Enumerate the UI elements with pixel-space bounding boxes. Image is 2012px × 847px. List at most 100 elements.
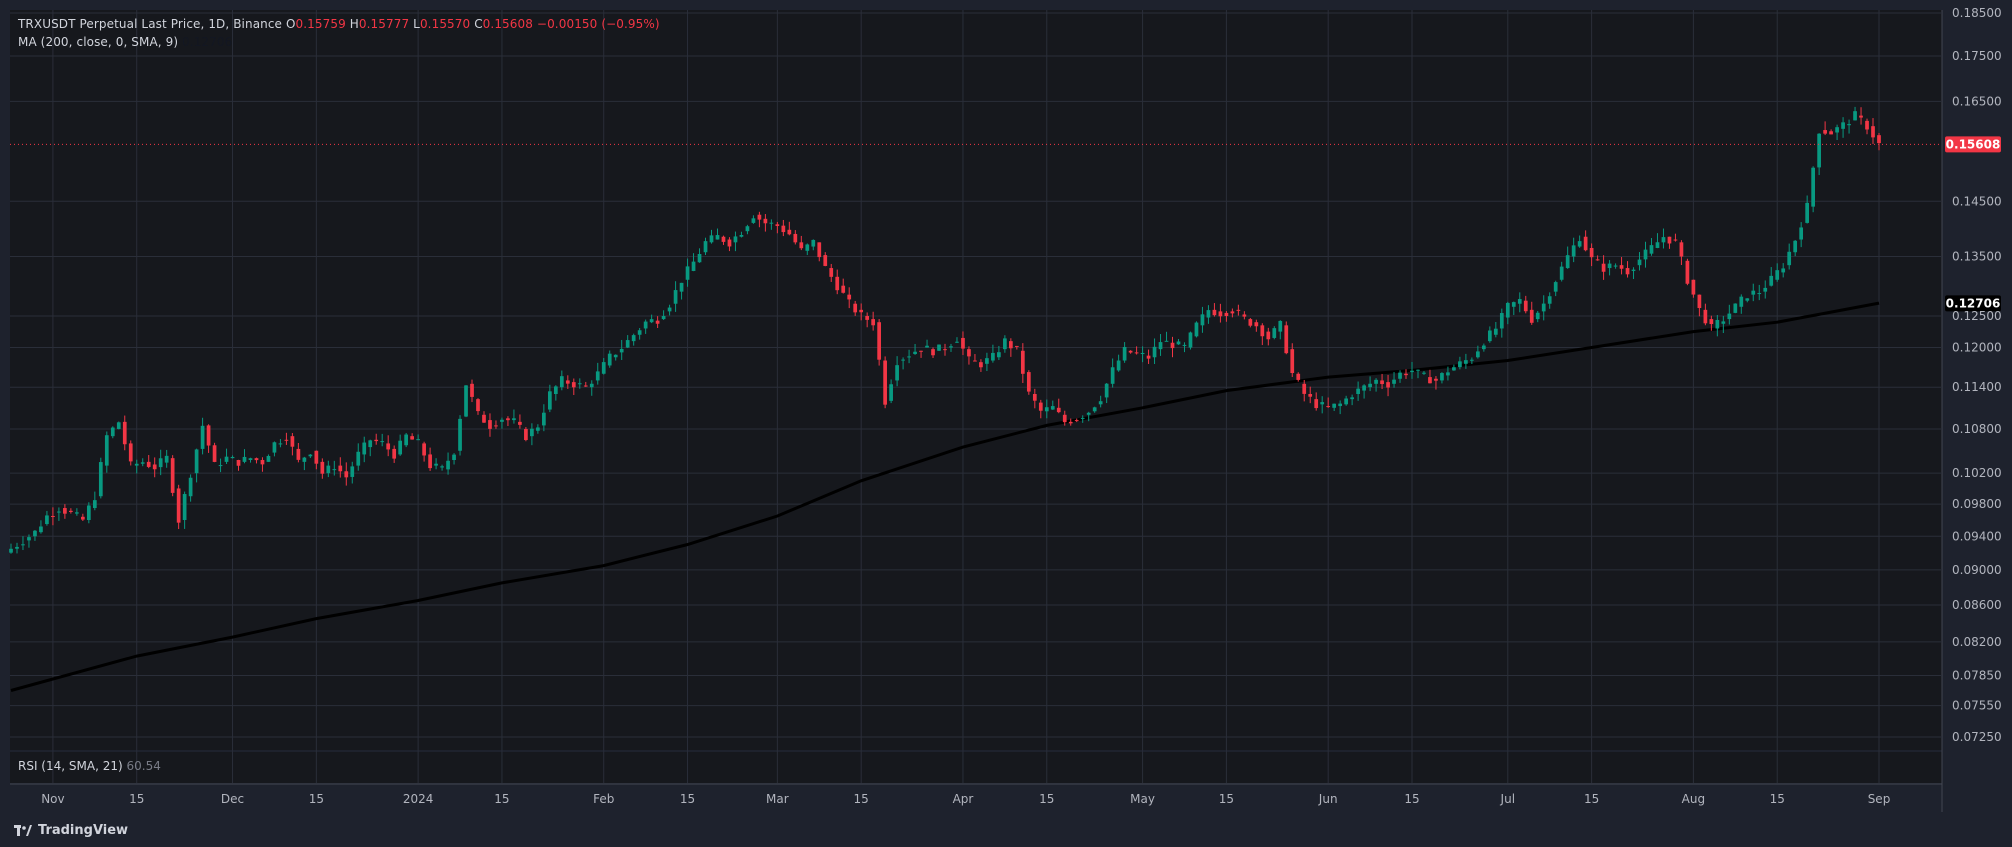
candle — [919, 350, 923, 358]
candle-body — [709, 235, 714, 243]
candle-body — [1679, 242, 1684, 257]
candle-body — [326, 465, 331, 474]
candle-body — [1571, 245, 1576, 257]
candle-body — [577, 383, 582, 385]
candle — [751, 215, 756, 224]
candle — [1619, 257, 1624, 275]
tradingview-brand[interactable]: TradingView — [14, 823, 128, 838]
candle-body — [703, 241, 708, 253]
time-tick-label: 15 — [680, 792, 695, 806]
candle — [961, 331, 965, 356]
candle — [92, 491, 97, 511]
ma-label[interactable]: MA (200, close, 0, SMA, 9) — [18, 35, 179, 49]
candle — [302, 456, 307, 471]
candle — [691, 253, 696, 272]
symbol-title[interactable]: TRXUSDT Perpetual Last Price, 1D, Binanc… — [18, 17, 283, 31]
candle-body — [27, 537, 31, 541]
candle-body — [991, 352, 995, 361]
candle — [69, 508, 73, 514]
candle-body — [1853, 111, 1857, 121]
candle — [865, 312, 870, 328]
candle — [338, 457, 343, 478]
candle-body — [344, 471, 349, 478]
candle-body — [739, 234, 744, 237]
candle-body — [1715, 319, 1720, 329]
candle — [1080, 415, 1085, 423]
candle-body — [338, 465, 343, 472]
candle-body — [1428, 377, 1432, 384]
time-tick-label: 15 — [1039, 792, 1054, 806]
candle — [1565, 246, 1570, 269]
candle — [1643, 241, 1648, 268]
candle — [583, 381, 588, 387]
candle-body — [1230, 311, 1235, 314]
candle-body — [51, 515, 55, 517]
candle — [1152, 338, 1157, 364]
candle-body — [1050, 406, 1055, 410]
price-chart[interactable]: 0.15608 0.12706 0.18500 0.17500 0.16500 0.14… — [0, 0, 2012, 816]
time-axis-bg — [10, 784, 1942, 812]
candle-body — [937, 344, 941, 351]
candle — [1679, 240, 1684, 266]
candle — [1278, 320, 1283, 340]
candle-body — [1020, 350, 1025, 374]
candle — [997, 345, 1001, 361]
rsi-label[interactable]: RSI (14, SMA, 21) — [18, 759, 123, 773]
candle — [236, 459, 241, 471]
candle-body — [374, 439, 379, 442]
candle-body — [1254, 322, 1259, 327]
candle-body — [1362, 385, 1366, 391]
candle-body — [21, 544, 25, 546]
candle-body — [536, 427, 540, 431]
candle-body — [260, 460, 265, 465]
candle — [793, 230, 798, 245]
candle — [1320, 396, 1325, 414]
candle-body — [679, 282, 684, 292]
candle-body — [512, 418, 516, 421]
candle — [721, 235, 726, 245]
candle — [1188, 331, 1193, 350]
candle-body — [889, 384, 893, 401]
candle — [1481, 343, 1486, 352]
high-value: 0.15777 — [358, 17, 410, 31]
candle-body — [1667, 236, 1672, 244]
candle — [901, 357, 905, 370]
candle — [1218, 303, 1223, 323]
candle-body — [1757, 293, 1762, 295]
candle-body — [973, 360, 977, 362]
candle — [1266, 327, 1271, 346]
candle — [1398, 370, 1402, 383]
candle-body — [1278, 320, 1283, 332]
candle — [1769, 267, 1774, 287]
candle — [242, 449, 247, 464]
candle-body — [829, 268, 834, 277]
candle-body — [691, 261, 696, 271]
candle-body — [314, 450, 319, 464]
candle-body — [883, 360, 887, 405]
price-tick-label: 0.09000 — [1952, 563, 2002, 577]
candle — [464, 385, 468, 418]
candle — [1176, 339, 1181, 345]
rsi-legend: RSI (14, SMA, 21) 60.54 — [18, 759, 161, 773]
candle-body — [92, 500, 97, 509]
candle — [1314, 392, 1319, 411]
candle-body — [1314, 399, 1319, 409]
candle — [1817, 133, 1821, 176]
candle-body — [57, 511, 61, 513]
candle-body — [1003, 338, 1007, 350]
candle — [332, 460, 337, 476]
candle-body — [1452, 367, 1456, 371]
candle-body — [1691, 279, 1696, 295]
last-price-label: 0.15608 — [1946, 137, 2001, 151]
candle-body — [224, 456, 229, 462]
candle — [33, 530, 37, 541]
candle — [1182, 342, 1187, 353]
candle-body — [116, 422, 121, 429]
candle-body — [176, 488, 181, 523]
candle-body — [643, 321, 648, 329]
candle — [1871, 118, 1875, 145]
price-tick-label: 0.12000 — [1952, 341, 2002, 355]
candle — [937, 344, 941, 351]
low-value: 0.15570 — [419, 17, 471, 31]
